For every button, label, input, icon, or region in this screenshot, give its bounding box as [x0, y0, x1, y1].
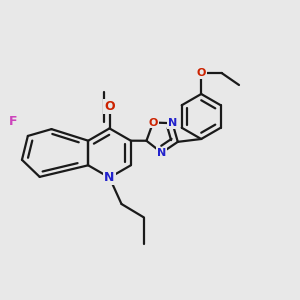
Text: N: N — [157, 148, 167, 158]
Text: O: O — [196, 68, 206, 78]
Text: N: N — [168, 118, 177, 128]
Text: O: O — [104, 100, 115, 113]
Text: O: O — [148, 118, 158, 128]
Text: N: N — [104, 171, 115, 184]
Text: F: F — [9, 115, 17, 128]
